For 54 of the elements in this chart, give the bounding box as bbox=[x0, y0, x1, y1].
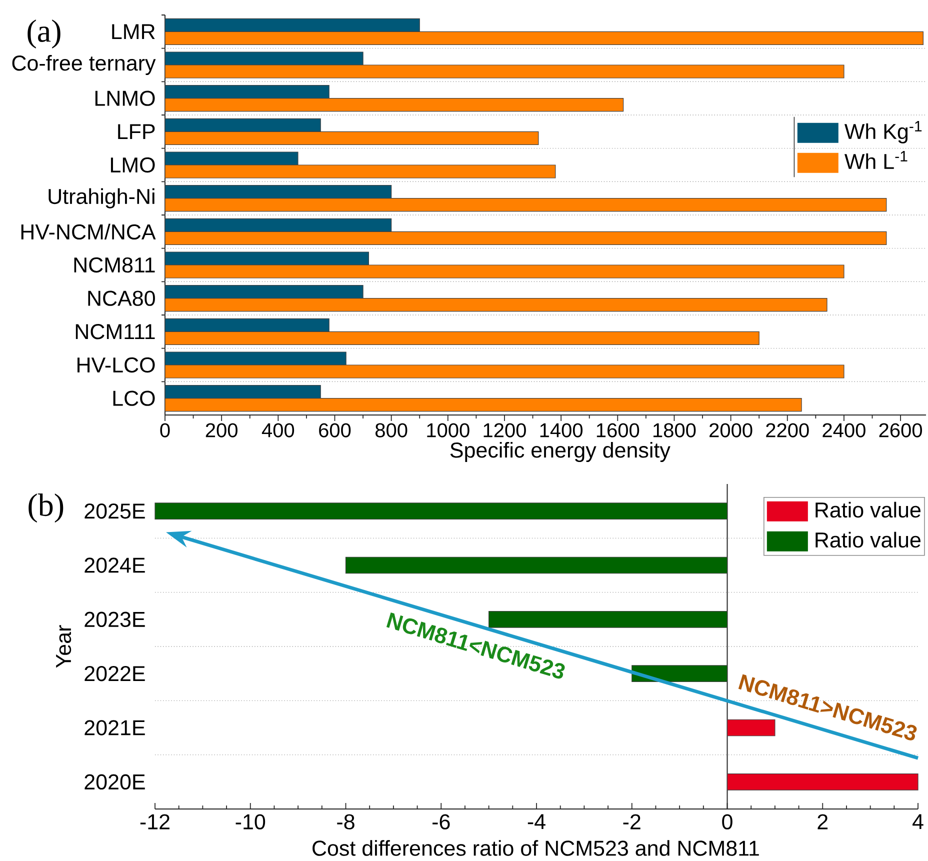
x-tick-label: 1600 bbox=[596, 423, 640, 438]
y-tick-label: NCA80 bbox=[88, 290, 155, 306]
legend-label: Wh Kg$^{-1}$ bbox=[844, 121, 922, 144]
x-tick-label: 1200 bbox=[484, 423, 526, 438]
x-axis-title: Specific energy density bbox=[450, 442, 670, 462]
bar bbox=[726, 773, 918, 790]
y-tick-label: HV-NCM/NCA bbox=[21, 224, 156, 240]
chart-title: (a) bbox=[28, 19, 60, 48]
bar bbox=[154, 502, 728, 520]
x-tick-label: 400 bbox=[262, 423, 294, 438]
y-tick-label: 2022E bbox=[84, 666, 145, 682]
x-tick-label: -12 bbox=[140, 814, 170, 830]
x-tick-label: -10 bbox=[236, 814, 266, 830]
x-tick-label: -4 bbox=[528, 814, 546, 829]
x-tick-label: 0 bbox=[722, 814, 732, 830]
x-tick-label: 800 bbox=[376, 423, 408, 438]
x-tick-label: 2200 bbox=[766, 423, 809, 438]
y-tick-label: Utrahigh-Ni bbox=[48, 188, 154, 208]
y-tick-label: Co-free ternary bbox=[12, 54, 156, 76]
y-tick-label: LFP bbox=[118, 124, 155, 140]
y-tick-label: LCO bbox=[113, 390, 155, 406]
y-tick-label: LMR bbox=[112, 24, 155, 40]
x-tick-label: -8 bbox=[337, 814, 354, 830]
chart-title: (b) bbox=[28, 494, 64, 523]
y-tick-label: 2020E bbox=[84, 774, 145, 790]
bar bbox=[345, 556, 728, 574]
x-tick-label: 600 bbox=[319, 423, 351, 438]
y-tick-label: LNMO bbox=[95, 90, 155, 106]
legend-label: Ratio value bbox=[816, 502, 920, 518]
y-tick-label: 2024E bbox=[84, 558, 145, 573]
x-axis-title: Cost differences ratio of NCM523 and NCM811 bbox=[312, 840, 759, 856]
y-tick-label: HV-LCO bbox=[78, 357, 155, 373]
x-tick-label: 1800 bbox=[654, 423, 696, 438]
x-tick-label: 0 bbox=[160, 423, 170, 438]
legend-label: Ratio value bbox=[816, 532, 920, 548]
x-tick-label: -2 bbox=[623, 814, 640, 830]
x-tick-label: 4 bbox=[912, 814, 924, 829]
x-tick-label: 1000 bbox=[427, 423, 470, 438]
y-tick-label: NCM811 bbox=[74, 257, 155, 273]
x-tick-label: 200 bbox=[206, 423, 238, 438]
x-tick-label: 2400 bbox=[822, 423, 866, 438]
y-tick-label: 2025E bbox=[84, 503, 145, 519]
x-tick-label: 2000 bbox=[710, 423, 752, 438]
y-tick-label: NCM111 bbox=[76, 324, 155, 340]
y-tick-label: LMO bbox=[110, 157, 155, 173]
x-tick-label: 2 bbox=[818, 814, 828, 830]
x-tick-label: -6 bbox=[432, 814, 450, 830]
bar bbox=[632, 665, 728, 682]
y-tick-label: 2021E bbox=[84, 720, 145, 736]
y-tick-label: 2023E bbox=[84, 612, 145, 628]
x-tick-label: 2600 bbox=[879, 423, 922, 438]
x-tick-label: 1400 bbox=[540, 423, 583, 438]
legend-label: Wh L$^{-1}$ bbox=[844, 151, 908, 169]
y-axis-title: Year bbox=[56, 625, 72, 668]
